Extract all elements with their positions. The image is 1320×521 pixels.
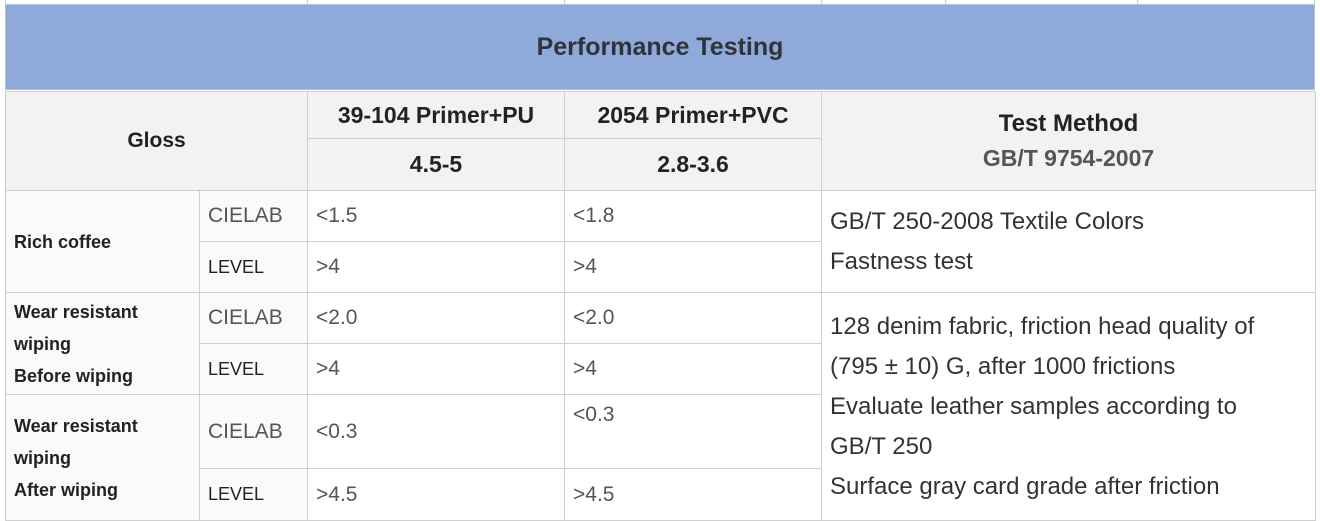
category-before-wiping: Wear resistant wiping Before wiping: [5, 292, 200, 395]
test-method-header: Test Method GB/T 9754-2007: [821, 91, 1317, 191]
method-line: GB/T 250: [830, 432, 933, 460]
sub-label-level: LEVEL: [198, 241, 309, 293]
value-cell: >4: [307, 241, 566, 293]
method-line: (795 ± 10) G, after 1000 frictions: [830, 352, 1176, 380]
value-cell: <0.3: [564, 394, 823, 469]
performance-table-frame: Performance Testing Gloss 39-104 Primer+…: [4, 0, 1317, 521]
value-cell: <2.0: [564, 292, 823, 344]
method-line: Fastness test: [830, 247, 973, 275]
category-line: After wiping: [14, 479, 118, 500]
category-line: Rich coffee: [14, 231, 112, 252]
category-after-wiping: Wear resistant wiping After wiping: [5, 394, 200, 521]
test-method-wear: 128 denim fabric, friction head quality …: [821, 292, 1317, 521]
value-cell: <1.8: [564, 190, 823, 242]
top-border-strip: [5, 0, 1315, 4]
column-header-2: 2054 Primer+PVC: [564, 91, 823, 139]
value-cell: >4: [307, 343, 566, 395]
value-cell: <0.3: [307, 394, 566, 469]
value-cell: >4.5: [564, 468, 823, 521]
category-line: wiping: [14, 447, 71, 468]
method-line: 128 denim fabric, friction head quality …: [830, 312, 1255, 340]
value-cell: <2.0: [307, 292, 566, 344]
sub-label-level: LEVEL: [198, 468, 309, 521]
category-line: Wear resistant: [14, 301, 138, 322]
gloss-value-1: 4.5-5: [307, 138, 566, 191]
value-cell: >4.5: [307, 468, 566, 521]
test-method-label: Test Method: [998, 110, 1139, 137]
category-line: Before wiping: [14, 365, 134, 386]
gloss-header: Gloss: [4, 91, 309, 191]
value-cell: >4: [564, 343, 823, 395]
performance-table: Gloss 39-104 Primer+PU 2054 Primer+PVC T…: [4, 91, 1317, 521]
category-rich-coffee: Rich coffee: [5, 190, 200, 293]
test-method-rich-coffee: GB/T 250-2008 Textile Colors Fastness te…: [821, 190, 1317, 293]
sub-label-cielab: CIELAB: [198, 394, 309, 469]
column-header-1: 39-104 Primer+PU: [307, 91, 566, 139]
category-line: wiping: [14, 333, 71, 354]
value-cell: <1.5: [307, 190, 566, 242]
gloss-value-2: 2.8-3.6: [564, 138, 823, 191]
sub-label-cielab: CIELAB: [198, 190, 309, 242]
method-line: Evaluate leather samples according to: [830, 392, 1237, 420]
method-line: GB/T 250-2008 Textile Colors: [830, 207, 1144, 235]
test-method-standard: GB/T 9754-2007: [982, 145, 1155, 171]
sub-label-cielab: CIELAB: [198, 292, 309, 344]
method-line: Surface gray card grade after friction: [830, 472, 1220, 500]
sub-label-level: LEVEL: [198, 343, 309, 395]
value-cell: >4: [564, 241, 823, 293]
table-title: Performance Testing: [5, 4, 1315, 90]
category-line: Wear resistant: [14, 415, 138, 436]
